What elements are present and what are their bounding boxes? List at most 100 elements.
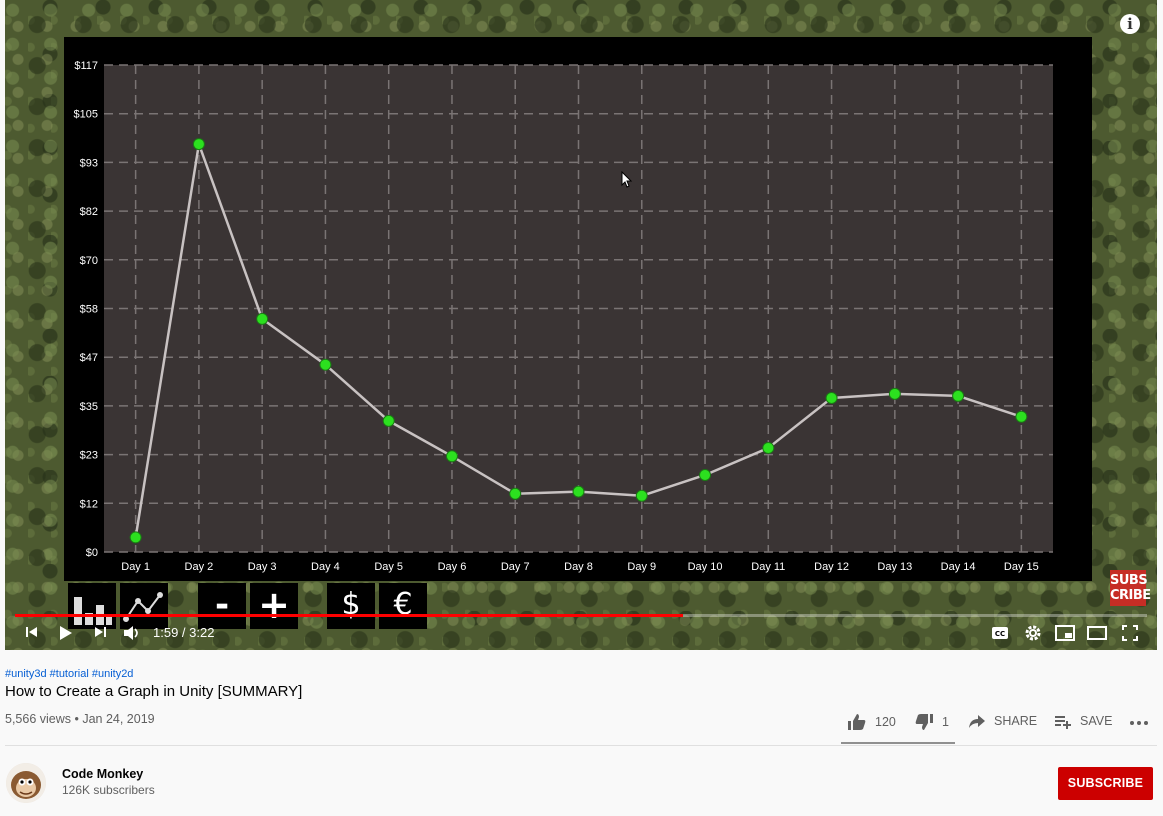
fullscreen-icon[interactable] <box>1122 624 1138 642</box>
y-tick-label: $82 <box>80 206 98 218</box>
y-tick-label: $23 <box>80 450 98 462</box>
y-tick-label: $58 <box>80 304 98 316</box>
dislike-button[interactable]: 1 <box>914 713 949 731</box>
data-point <box>762 441 775 454</box>
settings-gear-icon[interactable] <box>1024 624 1042 642</box>
x-tick-label: Day 6 <box>438 561 467 573</box>
x-tick-label: Day 12 <box>814 561 849 573</box>
y-tick-label: $93 <box>80 157 98 169</box>
dollar-label: $ <box>341 587 361 622</box>
channel-name[interactable]: Code Monkey <box>62 767 144 781</box>
x-tick-label: Day 13 <box>877 561 912 573</box>
data-point <box>825 391 838 404</box>
minus-label: - <box>214 585 230 625</box>
share-label: SHARE <box>994 714 1038 728</box>
dislike-count: 1 <box>942 715 949 729</box>
line-chart: $0 $12 $23 $35 $47 $58 $70 $82 $93 $105 $117 Day 1 D… <box>74 60 1053 573</box>
x-tick-label: Day 8 <box>564 561 593 573</box>
x-tick-label: Day 14 <box>941 561 976 573</box>
data-point <box>1015 410 1028 423</box>
data-point <box>699 468 712 481</box>
data-point <box>129 531 142 544</box>
y-tick-label: $47 <box>80 352 98 364</box>
dollar-button[interactable]: $ <box>327 583 375 629</box>
sentiment-bar <box>841 742 955 744</box>
next-icon[interactable] <box>93 624 107 640</box>
save-button[interactable]: SAVE <box>1054 713 1112 729</box>
save-label: SAVE <box>1080 714 1113 728</box>
series-line-segment <box>451 455 516 495</box>
subscriber-count: 126K subscribers <box>62 783 155 797</box>
like-button[interactable]: 120 <box>847 713 896 731</box>
increase-button[interactable]: + <box>250 583 298 629</box>
bar-chart-button[interactable] <box>68 583 116 629</box>
previous-icon[interactable] <box>25 624 39 640</box>
y-tick-label: $105 <box>74 109 98 121</box>
x-tick-label: Day 15 <box>1004 561 1039 573</box>
series-line-segment <box>704 446 769 477</box>
x-tick-label: Day 11 <box>751 561 785 573</box>
miniplayer-icon[interactable] <box>1055 624 1075 642</box>
video-player[interactable]: $0 $12 $23 $35 $47 $58 $70 $82 $93 $105 $117 Day 1 D… <box>5 0 1157 650</box>
series-line-segment <box>767 397 833 449</box>
y-tick-label: $35 <box>80 401 98 413</box>
data-point <box>888 387 901 400</box>
share-icon <box>969 715 985 728</box>
data-point <box>952 389 965 402</box>
subscribe-badge[interactable]: SUBS CRIBE <box>1110 570 1151 606</box>
progress-played <box>15 614 683 617</box>
bar-chart-icon <box>74 597 112 625</box>
theater-mode-icon[interactable] <box>1087 624 1107 642</box>
monkey-logo-icon <box>6 763 46 803</box>
data-point <box>319 358 332 371</box>
play-icon[interactable] <box>58 624 74 642</box>
series-line-segment <box>894 392 959 398</box>
playlist-add-icon <box>1055 716 1071 729</box>
series-line-segment <box>578 490 642 498</box>
thumbs-down-icon <box>915 714 933 730</box>
decrease-button[interactable]: - <box>198 583 246 629</box>
euro-label: € <box>393 587 413 622</box>
y-tick-label: $0 <box>86 547 98 559</box>
divider <box>5 745 1157 746</box>
views-date: 5,566 views • Jan 24, 2019 <box>5 712 155 726</box>
series-line-segment <box>641 473 706 497</box>
volume-icon[interactable] <box>122 624 142 642</box>
series-line-segment <box>324 363 390 422</box>
data-point <box>572 485 585 498</box>
progress-bar[interactable] <box>15 614 1147 617</box>
subscribe-button[interactable]: SUBSCRIBE <box>1058 767 1153 800</box>
captions-icon[interactable]: CC <box>991 624 1009 642</box>
plus-label: + <box>258 583 290 627</box>
x-tick-label: Day 9 <box>627 561 656 573</box>
series-line-segment <box>197 143 264 320</box>
x-tick-label: Day 4 <box>311 561 340 573</box>
euro-button[interactable]: € <box>379 583 427 629</box>
cursor-icon <box>621 171 633 188</box>
data-point <box>509 487 522 500</box>
time-display: 1:59 / 3:22 <box>153 625 215 640</box>
data-point <box>382 414 395 427</box>
subscribe-badge-line1: SUBS <box>1110 573 1148 588</box>
y-tick-label: $70 <box>80 255 98 267</box>
x-tick-label: Day 3 <box>248 561 277 573</box>
series-line-segment <box>261 317 327 366</box>
data-point <box>445 450 458 463</box>
share-button[interactable]: SHARE <box>968 713 1037 729</box>
line-chart-button[interactable] <box>120 583 168 629</box>
channel-avatar[interactable] <box>6 763 46 803</box>
hashtags[interactable]: #unity3d #tutorial #unity2d <box>5 668 134 680</box>
more-actions-icon[interactable] <box>1129 718 1149 728</box>
data-point <box>192 138 205 151</box>
series-line-segment <box>831 392 895 400</box>
subscribe-badge-line2: CRIBE <box>1110 588 1151 603</box>
series-line-segment <box>134 143 201 538</box>
series-line-segment <box>957 394 1022 418</box>
data-point <box>256 312 269 325</box>
info-icon[interactable]: i <box>1120 14 1140 34</box>
like-count: 120 <box>875 715 896 729</box>
x-tick-label: Day 1 <box>121 561 150 573</box>
video-title: How to Create a Graph in Unity [SUMMARY] <box>5 683 303 700</box>
thumbs-up-icon <box>848 714 866 730</box>
x-tick-label: Day 7 <box>501 561 530 573</box>
